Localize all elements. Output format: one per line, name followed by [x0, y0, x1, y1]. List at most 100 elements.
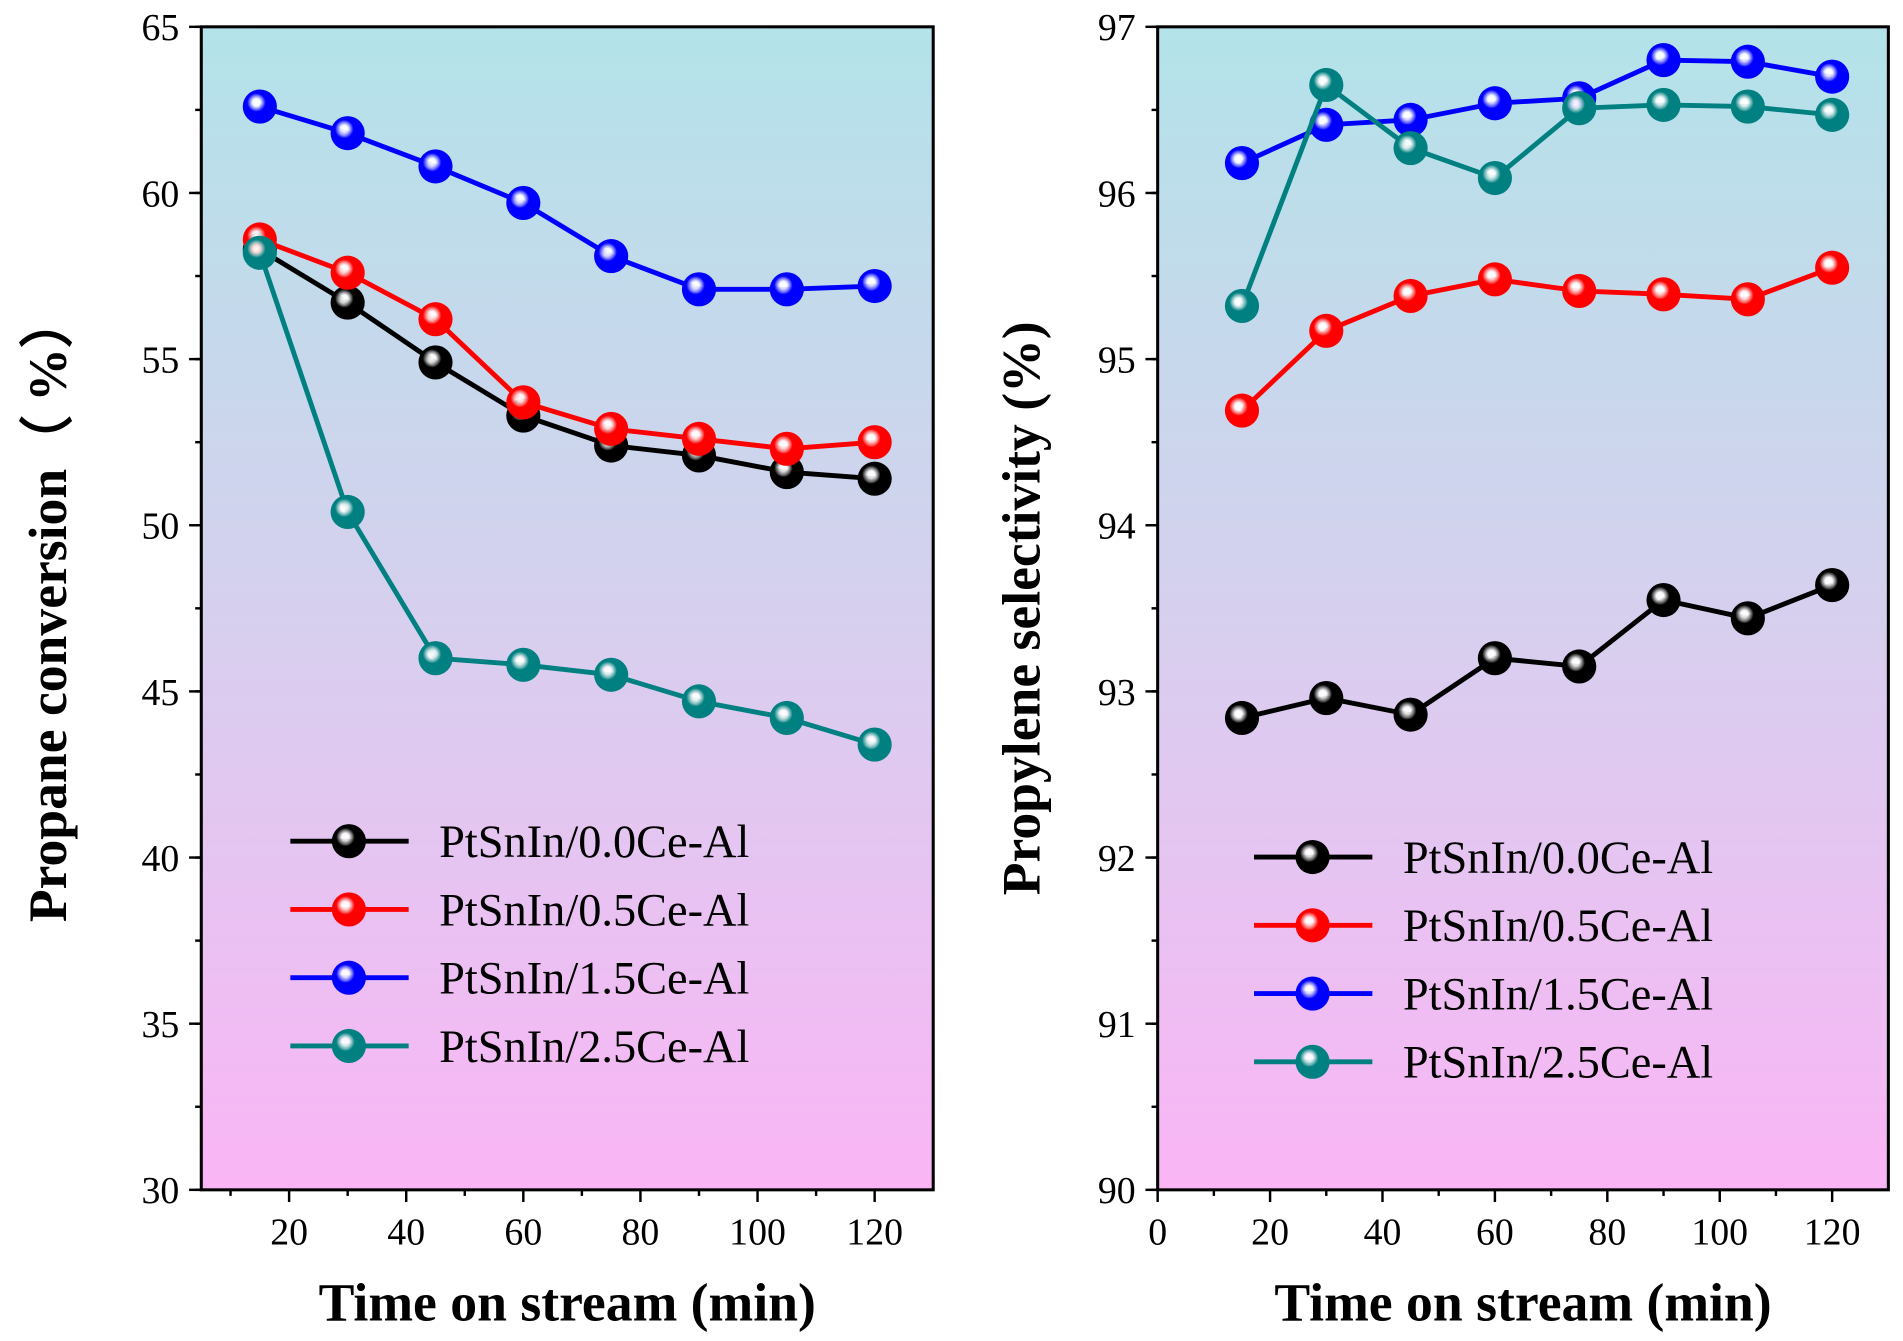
data-point [1646, 87, 1681, 122]
data-point [1224, 393, 1260, 428]
data-point [1309, 680, 1344, 716]
y-tick-label: 30 [142, 1170, 180, 1212]
data-point [1309, 67, 1344, 103]
data-point [1730, 282, 1765, 317]
x-tick-label: 100 [729, 1212, 786, 1254]
chart-panel-1: 30 35 40 45 50 55 60 65 20 40 60 80 100 120 Time on st… [18, 7, 935, 1332]
data-point [769, 431, 804, 466]
legend-label: PtSnIn/2.5Ce-Al [439, 1022, 749, 1073]
legend-label: PtSnIn/0.5Ce-Al [439, 885, 749, 936]
x-axis-title: Time on stream (min) [1274, 1272, 1771, 1332]
data-point [769, 272, 804, 307]
data-point [506, 185, 541, 221]
data-point [1815, 567, 1850, 603]
legend-label: PtSnIn/1.5Ce-Al [1403, 969, 1713, 1020]
y-tick-label: 50 [142, 506, 180, 548]
series-PtSnIn/2.5Ce-Al [242, 235, 892, 762]
data-point [1393, 102, 1428, 137]
data-point [1393, 278, 1428, 314]
data-point [1730, 89, 1765, 124]
data-point [418, 345, 453, 380]
data-point [1224, 145, 1260, 181]
plot-area [199, 25, 935, 1192]
y-tick-label: 35 [142, 1004, 180, 1046]
data-point [418, 641, 453, 676]
data-point [769, 700, 804, 736]
x-axis-title: Time on stream (min) [319, 1272, 816, 1332]
series-PtSnIn/2.5Ce-Al [1224, 67, 1850, 324]
data-point [418, 302, 453, 337]
data-point [594, 239, 629, 274]
y-tick-label: 95 [1098, 340, 1136, 382]
y-tick-label: 65 [142, 7, 180, 49]
x-tick-label: 20 [1251, 1212, 1289, 1254]
data-point [681, 684, 717, 719]
legend-marker [1295, 976, 1330, 1011]
y-axis-title: Propane conversion（ %） [18, 295, 78, 923]
data-point [1562, 649, 1597, 684]
y-tick-label: 60 [142, 173, 180, 215]
data-point [857, 727, 892, 762]
data-point [1562, 91, 1597, 126]
data-point [1477, 641, 1512, 676]
data-point [857, 461, 892, 496]
legend-label: PtSnIn/0.5Ce-Al [1403, 901, 1713, 952]
y-axis-title: Propylene selectivity (%) [991, 321, 1051, 895]
data-point [594, 657, 629, 692]
legend-marker [1295, 1044, 1330, 1079]
data-point [681, 272, 717, 307]
data-point [1309, 313, 1344, 348]
x-tick-label: 120 [846, 1212, 903, 1254]
x-tick-label: 40 [387, 1212, 425, 1254]
series-PtSnIn/0.0Ce-Al [1224, 567, 1850, 736]
legend-marker [331, 960, 366, 995]
series-PtSnIn/1.5Ce-Al [1224, 42, 1850, 181]
y-tick-label: 45 [142, 672, 180, 714]
y-tick-label: 91 [1098, 1004, 1136, 1046]
y-tick-label: 90 [1098, 1170, 1136, 1212]
data-point [681, 421, 717, 456]
legend-label: PtSnIn/0.0Ce-Al [439, 817, 749, 868]
data-point [1815, 59, 1850, 94]
y-tick-label: 40 [142, 838, 180, 880]
data-point [1224, 700, 1260, 736]
data-point [857, 268, 892, 304]
x-tick-label: 0 [1148, 1212, 1167, 1254]
x-tick-label: 60 [1476, 1212, 1514, 1254]
legend-marker [331, 892, 366, 927]
data-point [1562, 273, 1597, 309]
data-point [506, 647, 541, 682]
data-point [1477, 86, 1512, 121]
data-point [242, 89, 277, 124]
data-point [330, 285, 365, 320]
data-point [1393, 697, 1428, 732]
x-tick-label: 120 [1804, 1212, 1861, 1254]
data-point [1815, 97, 1850, 132]
legend-label: PtSnIn/0.0Ce-Al [1403, 833, 1713, 884]
data-point [1815, 250, 1850, 285]
data-point [1730, 44, 1765, 79]
legend-label: PtSnIn/2.5Ce-Al [1403, 1038, 1713, 1089]
data-point [1224, 288, 1260, 324]
legend-marker [1295, 839, 1330, 875]
y-tick-label: 55 [142, 340, 180, 382]
x-tick-label: 100 [1691, 1212, 1748, 1254]
data-point [330, 255, 365, 290]
chart-panel-2: 90 91 92 93 94 95 96 97 0 20 40 60 80 100 120 Time on s… [991, 7, 1890, 1332]
x-tick-label: 20 [270, 1212, 308, 1254]
series-PtSnIn/0.5Ce-Al [242, 222, 892, 466]
data-point [506, 385, 541, 420]
legend-marker [331, 1028, 366, 1064]
data-point [857, 425, 892, 460]
series-PtSnIn/1.5Ce-Al [242, 89, 892, 307]
x-tick-label: 80 [622, 1212, 660, 1254]
series-PtSnIn/0.5Ce-Al [1224, 250, 1850, 428]
x-tick-label: 80 [1588, 1212, 1626, 1254]
data-point [1730, 601, 1765, 636]
data-point [1477, 262, 1512, 297]
data-point [330, 116, 365, 151]
data-point [330, 494, 365, 530]
data-point [594, 411, 629, 446]
x-tick-label: 40 [1364, 1212, 1402, 1254]
